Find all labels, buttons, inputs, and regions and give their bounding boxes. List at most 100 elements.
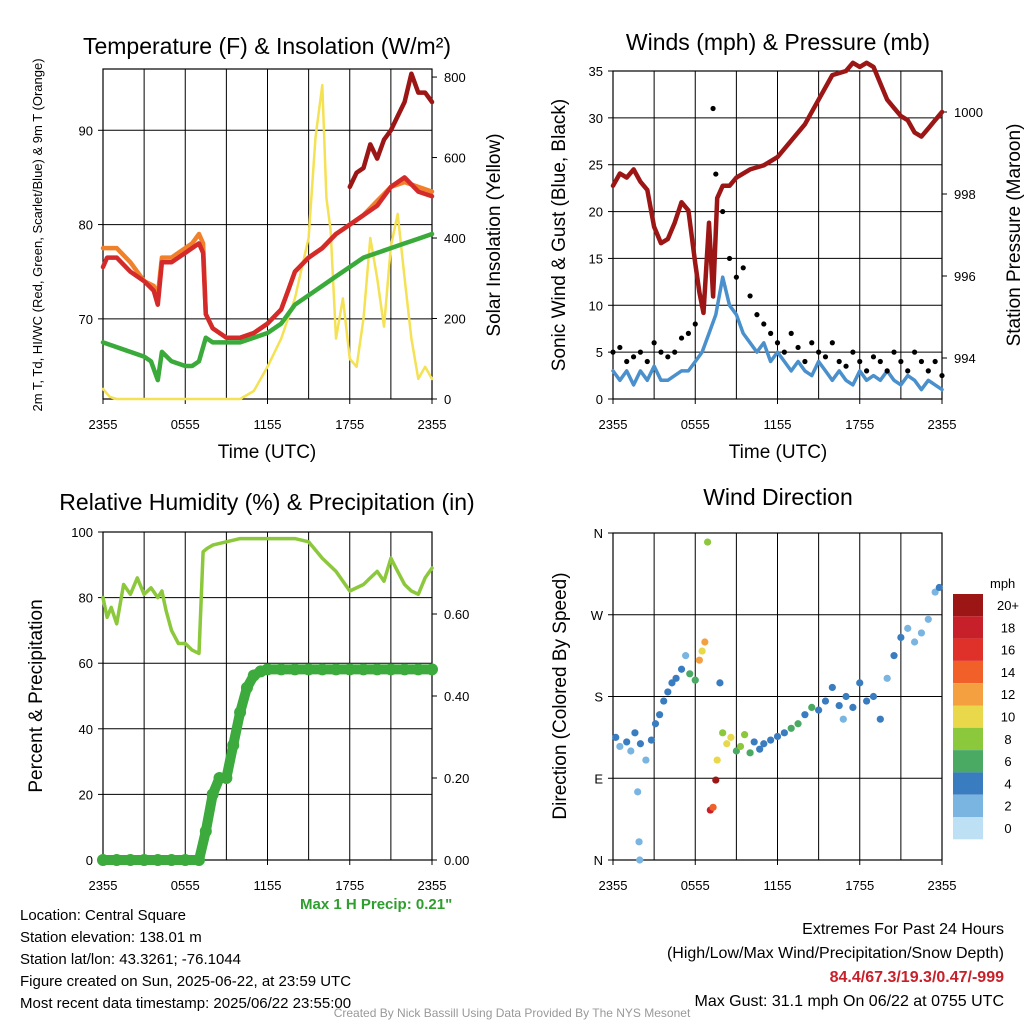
direction-point — [756, 745, 764, 753]
temperature-xlabel: Time (UTC) — [218, 442, 317, 463]
precip-point — [426, 663, 438, 676]
gust-point — [720, 208, 726, 215]
gust-point — [850, 349, 856, 355]
direction-point — [883, 674, 891, 682]
humidity-ytick: 40 — [79, 722, 93, 737]
gust-point — [610, 349, 616, 355]
gust-point — [713, 171, 719, 177]
temperature-ytick: 80 — [79, 218, 93, 233]
direction-point — [636, 740, 645, 748]
gust-point — [740, 265, 746, 271]
solar-ytick: 600 — [444, 151, 466, 166]
wind-direction-ylabel: Direction (Colored By Speed) — [550, 572, 571, 819]
colorbar-label: 8 — [1004, 732, 1011, 747]
temperature-title: Temperature (F) & Insolation (W/m²) — [83, 33, 451, 59]
direction-point — [634, 788, 642, 796]
direction-point — [635, 838, 643, 846]
pressure-ytick: 996 — [954, 269, 976, 284]
solar-ylabel: Solar Insolation (Yellow) — [484, 133, 505, 336]
extremes-subtitle: (High/Low/Max Wind/Precipitation/Snow De… — [666, 945, 1004, 962]
gust-point — [630, 354, 637, 360]
gust-point — [905, 368, 911, 374]
direction-point — [767, 736, 775, 744]
colorbar-label: 18 — [1001, 620, 1015, 635]
gust-point — [774, 340, 781, 346]
precip-point — [302, 663, 315, 676]
direction-point — [849, 703, 857, 712]
gust-point — [768, 330, 774, 336]
gust-point — [617, 344, 623, 351]
direction-point — [935, 583, 943, 592]
wind-direction-xtick: 1155 — [764, 878, 792, 893]
gust-point — [781, 349, 787, 355]
gust-point — [624, 358, 630, 365]
direction-point — [821, 697, 830, 705]
precip-point — [357, 663, 370, 676]
winds-ylabel: Sonic Wind & Gust (Blue, Black) — [549, 99, 570, 371]
precip-ytick: 0.60 — [444, 607, 469, 622]
direction-point — [801, 711, 809, 719]
direction-point — [736, 742, 745, 751]
recent-text: Most recent data timestamp: 2025/06/22 2… — [20, 995, 352, 1012]
gust-point — [829, 340, 835, 346]
colorbar-swatch — [953, 594, 983, 617]
direction-point — [709, 803, 717, 811]
gust-point — [651, 340, 657, 346]
location-text: Location: Central Square — [20, 907, 186, 924]
direction-point — [636, 856, 644, 864]
gust-point — [672, 349, 678, 355]
colorbar-swatch — [953, 638, 983, 661]
humidity-xtick: 2355 — [89, 878, 118, 893]
temperature-panel: Temperature (F) & Insolation (W/m²) Time… — [30, 33, 505, 463]
pressure-ylabel: Station Pressure (Maroon) — [1004, 124, 1024, 347]
direction-ytick: N — [594, 853, 603, 868]
pressure-line — [610, 60, 945, 316]
gust-point — [761, 321, 767, 327]
temperature-xtick: 1755 — [335, 417, 364, 432]
precip-point — [192, 854, 205, 866]
humidity-xtick: 1155 — [254, 878, 282, 893]
gust-point — [911, 349, 918, 355]
direction-point — [904, 624, 912, 632]
colorbar-swatch — [953, 705, 983, 728]
gust-point — [809, 340, 815, 346]
precip-point — [384, 663, 397, 676]
solar-ytick: 800 — [444, 70, 466, 85]
precip-point — [316, 663, 329, 676]
winds-ytick: 30 — [589, 111, 603, 126]
colorbar-swatch — [953, 660, 983, 684]
pressure-ytick: 1000 — [954, 105, 983, 120]
temperature-xtick: 0555 — [171, 417, 200, 432]
humidity-ylabel: Percent & Precipitation — [26, 599, 47, 792]
colorbar-swatch — [953, 772, 983, 795]
precip-point — [288, 663, 301, 676]
wind-direction-xtick: 2355 — [928, 878, 957, 893]
extremes-title: Extremes For Past 24 Hours — [802, 921, 1004, 938]
temperature-ytick: 90 — [79, 123, 93, 138]
winds-ytick: 15 — [589, 251, 603, 266]
humidity-xtick: 1755 — [335, 878, 364, 893]
precip-point — [199, 825, 212, 838]
precip-ytick: 0.20 — [444, 771, 469, 786]
temperature-xtick: 1155 — [254, 417, 282, 432]
precip-point — [275, 663, 288, 676]
gust-point — [692, 321, 698, 327]
colorbar-label: 0 — [1004, 821, 1011, 836]
gust-point — [733, 274, 739, 280]
precip-point — [261, 663, 274, 676]
colorbar-title: mph — [990, 576, 1015, 591]
wind-direction-title: Wind Direction — [703, 484, 853, 510]
direction-ytick: W — [591, 608, 604, 623]
direction-point — [664, 688, 672, 696]
winds-ytick: 35 — [589, 64, 603, 79]
colorbar-swatch — [953, 727, 983, 751]
solar-line — [101, 83, 434, 401]
precip-point — [206, 788, 219, 801]
temp-line — [100, 175, 435, 340]
credit-text: Created By Nick Bassill Using Data Provi… — [333, 1006, 691, 1020]
colorbar-label: 14 — [1001, 665, 1015, 680]
gust-point — [637, 349, 644, 355]
humidity-ytick: 0 — [86, 853, 93, 868]
precip-point — [240, 681, 253, 694]
